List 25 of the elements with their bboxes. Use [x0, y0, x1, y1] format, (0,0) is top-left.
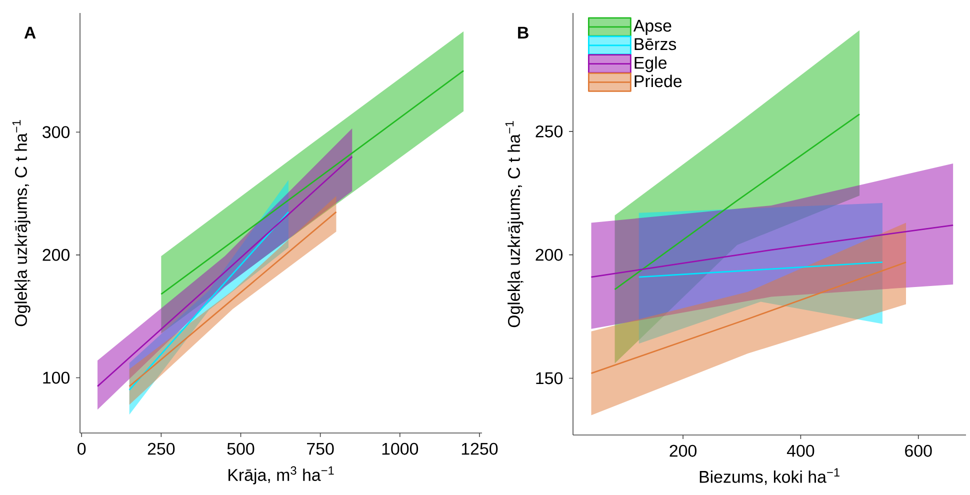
legend-label: Bērzs: [634, 38, 676, 50]
text: B: [518, 26, 528, 39]
y-tick-label: 200: [536, 248, 563, 261]
y-tick-label: 200: [42, 248, 70, 261]
legend-label: Apse: [633, 20, 672, 36]
x-axis-title: Krāja, m$^{3}$ ha$^{−1}$: [228, 466, 334, 484]
y-axis-title: Oglekļa uzkrājums, C t ha$^{−1}$: [12, 120, 30, 326]
x-tick-label: 600: [905, 444, 932, 457]
x-tick-label: 400: [786, 444, 814, 457]
x-tick-label: 200: [670, 444, 696, 457]
x-tick-label: 1250: [462, 442, 498, 455]
x-tick-label: 500: [227, 442, 254, 455]
legend-label: Priede: [634, 74, 682, 88]
text: A: [24, 26, 36, 38]
x-tick-label: 1000: [382, 442, 418, 455]
x-tick-label: 750: [307, 442, 334, 455]
y-tick-label: 250: [536, 125, 563, 138]
x-tick-label: 250: [148, 442, 175, 455]
y-tick-label: 100: [43, 372, 70, 384]
x-axis-title: Biezums, koki ha$^{−1}$: [700, 468, 840, 485]
y-axis-title: Oglekļa uzkrājums, C t ha$^{−1}$: [505, 121, 524, 328]
x-tick-label: 0: [78, 442, 86, 455]
y-tick-label: 150: [536, 372, 563, 384]
y-tick-label: 300: [42, 126, 70, 138]
legend-label: Egle: [634, 56, 667, 72]
